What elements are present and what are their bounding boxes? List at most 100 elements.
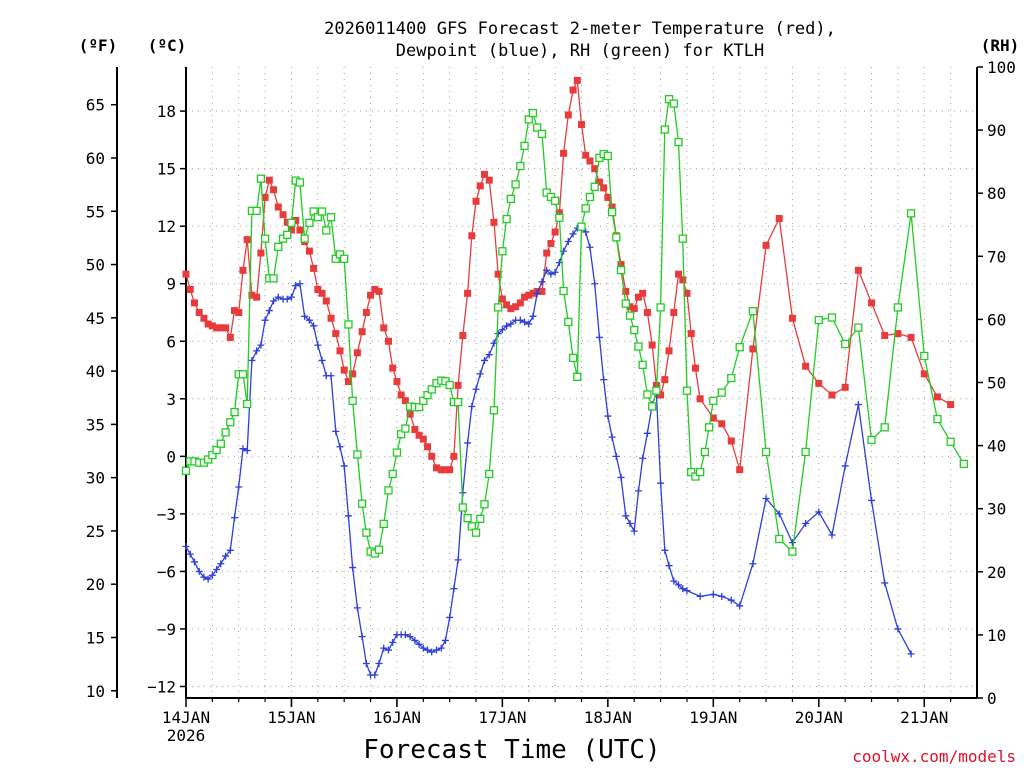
temperature-point bbox=[332, 330, 340, 338]
temperature-point bbox=[270, 186, 278, 194]
relative-humidity-point bbox=[502, 214, 511, 224]
relative-humidity-point bbox=[621, 299, 630, 308]
temperature-point bbox=[389, 364, 397, 372]
relative-humidity-point bbox=[959, 459, 968, 469]
temperature-point bbox=[231, 307, 239, 315]
temperature-point bbox=[397, 391, 405, 399]
axes bbox=[116, 67, 978, 699]
temperature-point bbox=[222, 324, 230, 332]
relative-humidity-line bbox=[185, 97, 965, 555]
axis-ticks: −12 −9 −6 −3 0 3 6 9 12 15 18 10 15 20 25 30 35 40 45 50 55 6… bbox=[86, 58, 1016, 745]
dewpoint-point bbox=[718, 592, 726, 600]
dewpoint-point bbox=[639, 454, 647, 462]
temperature-point bbox=[560, 149, 568, 157]
dewpoint-point bbox=[775, 510, 783, 518]
dewpoint-point bbox=[441, 636, 449, 644]
relative-humidity-point bbox=[203, 455, 213, 464]
dewpoint-point bbox=[485, 351, 493, 359]
temperature-point bbox=[459, 332, 467, 340]
dewpoint-point bbox=[362, 659, 370, 667]
relative-humidity-point bbox=[335, 250, 345, 259]
relative-humidity-point bbox=[331, 254, 340, 263]
dewpoint-point bbox=[586, 243, 594, 251]
temperature-point bbox=[353, 349, 361, 357]
dewpoint-point bbox=[208, 571, 216, 579]
rh-tick-label: 90 bbox=[987, 121, 1006, 140]
relative-humidity-point bbox=[585, 192, 595, 202]
relative-humidity-point bbox=[374, 545, 384, 554]
celsius-tick-label: 3 bbox=[166, 390, 176, 409]
dewpoint-point bbox=[353, 604, 361, 612]
relative-humidity-point bbox=[269, 274, 278, 283]
temperature-point bbox=[186, 285, 194, 293]
temperature-point bbox=[648, 341, 656, 349]
temperature-point bbox=[920, 370, 928, 378]
temperature-point bbox=[261, 193, 269, 201]
relative-humidity-point bbox=[344, 320, 353, 329]
celsius-tick-label: −12 bbox=[147, 677, 176, 696]
dewpoint-point bbox=[841, 462, 849, 470]
dewpoint-point bbox=[265, 307, 273, 315]
temperature-point bbox=[907, 333, 915, 341]
dewpoint-point bbox=[314, 341, 322, 349]
dewpoint-point bbox=[437, 644, 445, 652]
relative-humidity-point bbox=[880, 423, 889, 432]
rh-tick-label: 70 bbox=[987, 247, 1006, 266]
temperature-point bbox=[314, 285, 322, 293]
dewpoint-point bbox=[257, 341, 265, 349]
relative-humidity-point bbox=[348, 396, 357, 405]
temperature-point bbox=[310, 264, 318, 272]
temperature-point bbox=[208, 322, 216, 330]
temperature-point bbox=[292, 216, 300, 224]
dewpoint-point bbox=[446, 613, 454, 621]
fahrenheit-tick-label: 25 bbox=[86, 522, 105, 541]
relative-humidity-point bbox=[256, 174, 266, 183]
relative-humidity-point bbox=[181, 466, 191, 475]
dewpoint-point bbox=[182, 542, 190, 550]
rh-axis-unit: (RH) bbox=[981, 36, 1020, 55]
temperature-point bbox=[213, 324, 221, 332]
temperature-point bbox=[727, 437, 735, 445]
relative-humidity-point bbox=[625, 311, 635, 320]
dewpoint-point bbox=[709, 590, 717, 598]
dewpoint-point bbox=[907, 650, 915, 658]
relative-humidity-point bbox=[537, 129, 547, 139]
temperature-point bbox=[691, 364, 699, 372]
temperature-point bbox=[204, 320, 212, 328]
relative-humidity-point bbox=[340, 254, 349, 263]
relative-humidity-point bbox=[379, 519, 388, 528]
relative-humidity-point bbox=[801, 447, 810, 457]
relative-humidity-point bbox=[480, 500, 489, 509]
chart-title-line-2: Dewpoint (blue), RH (green) for KTLH bbox=[396, 41, 764, 61]
temperature-point bbox=[200, 314, 208, 322]
celsius-tick-label: −6 bbox=[157, 562, 176, 581]
temperature-point bbox=[775, 215, 783, 223]
relative-humidity-point bbox=[305, 218, 314, 228]
relative-humidity-point bbox=[827, 313, 837, 322]
relative-humidity-point bbox=[423, 390, 432, 400]
temperature-point bbox=[503, 301, 511, 309]
temperature-point bbox=[521, 293, 529, 301]
dewpoint-point bbox=[305, 316, 313, 324]
relative-humidity-point bbox=[309, 207, 318, 216]
fahrenheit-tick-label: 30 bbox=[86, 469, 105, 488]
dewpoint-point bbox=[358, 633, 366, 641]
time-tick-label: 18JAN bbox=[584, 708, 632, 727]
temperature-point bbox=[344, 378, 352, 386]
temperature-point bbox=[569, 86, 577, 94]
dewpoint-point bbox=[248, 356, 256, 364]
temperature-point bbox=[507, 305, 515, 313]
relative-humidity-point bbox=[735, 343, 744, 352]
relative-humidity-point bbox=[682, 386, 692, 395]
dewpoint-point bbox=[608, 433, 616, 441]
fahrenheit-tick-label: 20 bbox=[86, 575, 105, 594]
relative-humidity-point bbox=[630, 325, 639, 335]
relative-humidity-point bbox=[559, 286, 568, 296]
dewpoint-point bbox=[828, 531, 836, 539]
dewpoint-point bbox=[200, 573, 208, 581]
temperature-point bbox=[432, 464, 440, 472]
rh-tick-label: 100 bbox=[987, 58, 1016, 77]
relative-humidity-point bbox=[906, 209, 916, 218]
temperature-point bbox=[516, 299, 524, 307]
relative-humidity-point bbox=[590, 182, 599, 192]
